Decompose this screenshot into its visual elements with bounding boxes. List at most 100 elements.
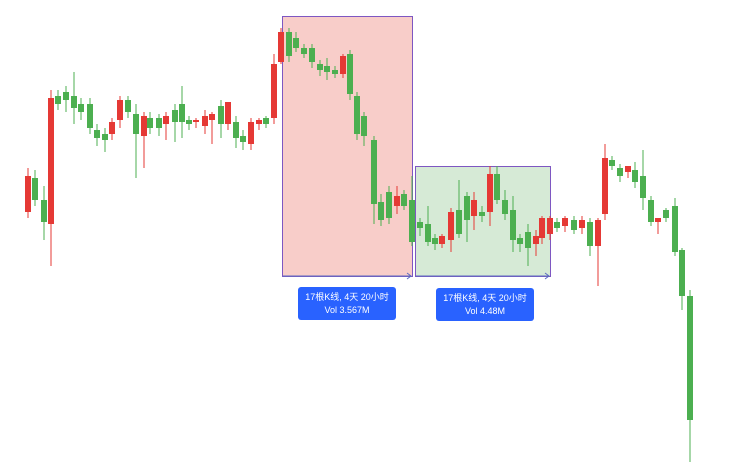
candle-body	[172, 110, 178, 122]
candle	[55, 90, 61, 110]
candle-body	[55, 96, 61, 104]
candle-body	[256, 120, 262, 124]
candle-body	[340, 56, 346, 74]
candle-body	[240, 136, 246, 142]
candle	[109, 118, 115, 140]
candle-body	[487, 174, 493, 212]
candle	[464, 192, 470, 242]
candle	[340, 54, 346, 78]
candle	[587, 218, 593, 256]
candle	[401, 190, 407, 210]
candle	[417, 218, 423, 236]
candle	[439, 234, 445, 248]
candle-body	[539, 218, 545, 238]
candle	[361, 112, 367, 146]
range-box-up[interactable]	[415, 166, 551, 277]
candle	[525, 224, 531, 266]
candle	[225, 102, 231, 130]
candle-body	[672, 206, 678, 252]
candle	[278, 28, 284, 64]
candle	[571, 216, 577, 234]
candle	[448, 208, 454, 252]
candle	[256, 118, 262, 130]
candle-body	[632, 170, 638, 182]
candle	[354, 92, 360, 140]
candle	[579, 216, 585, 234]
candle	[547, 216, 553, 240]
candle	[41, 186, 47, 240]
candle-body	[439, 236, 445, 244]
candle-body	[186, 120, 192, 124]
candle-body	[286, 32, 292, 56]
candle	[125, 96, 131, 118]
candle-body	[248, 122, 254, 144]
candle-body	[640, 176, 646, 198]
candle-body	[571, 220, 577, 230]
candle	[48, 90, 54, 266]
candle-body	[347, 54, 353, 94]
candle	[510, 196, 516, 252]
candle-body	[409, 200, 415, 242]
measure-label-up[interactable]: 17根K线, 4天 20小时 Vol 4.48M	[436, 288, 534, 321]
candle	[554, 218, 560, 232]
candle-body	[525, 232, 531, 248]
candle	[409, 176, 415, 246]
candles	[25, 28, 693, 462]
candle-body	[293, 38, 299, 48]
candle	[218, 100, 224, 138]
candle-body	[587, 222, 593, 246]
candle	[78, 98, 84, 120]
candle-body	[617, 168, 623, 176]
candle	[679, 248, 685, 310]
candle-body	[517, 238, 523, 244]
candle-body	[609, 160, 615, 166]
range-arrow-head-up	[544, 272, 550, 280]
measure-bars-text: 17根K线, 4天 20小时	[443, 293, 527, 303]
candle-body	[456, 210, 462, 234]
candle-body	[602, 158, 608, 214]
candle-body	[48, 98, 54, 224]
candle	[233, 116, 239, 148]
candle-body	[25, 176, 31, 212]
candle-body	[687, 296, 693, 420]
candle	[479, 206, 485, 222]
candle-body	[425, 224, 431, 242]
candle-body	[209, 114, 215, 120]
candle-body	[394, 196, 400, 206]
candle	[539, 216, 545, 244]
candle	[248, 118, 254, 150]
candle	[317, 60, 323, 76]
candle	[456, 180, 462, 238]
candle	[263, 116, 269, 128]
candle-body	[41, 200, 47, 222]
candle	[202, 110, 208, 134]
candle	[117, 96, 123, 128]
candle-body	[71, 96, 77, 108]
candle	[655, 218, 661, 234]
measure-label-down[interactable]: 17根K线, 4天 20小时 Vol 3.567M	[298, 287, 396, 320]
candle	[425, 206, 431, 246]
candle-body	[317, 64, 323, 70]
candle-body	[87, 104, 93, 128]
candle-body	[679, 250, 685, 296]
candle	[133, 104, 139, 178]
candle	[663, 208, 669, 222]
candle	[332, 66, 338, 78]
candle	[32, 170, 38, 206]
candle-body	[663, 210, 669, 218]
candle-body	[510, 210, 516, 240]
candle	[494, 166, 500, 204]
candle	[179, 86, 185, 138]
candle-body	[378, 202, 384, 220]
candle	[156, 114, 162, 136]
candle-body	[78, 104, 84, 112]
candle-body	[595, 220, 601, 246]
candle-body	[547, 218, 553, 234]
candle-body	[117, 100, 123, 120]
candle-body	[233, 122, 239, 138]
candle-body	[562, 218, 568, 226]
candle-body	[361, 116, 367, 136]
candle	[286, 28, 292, 62]
